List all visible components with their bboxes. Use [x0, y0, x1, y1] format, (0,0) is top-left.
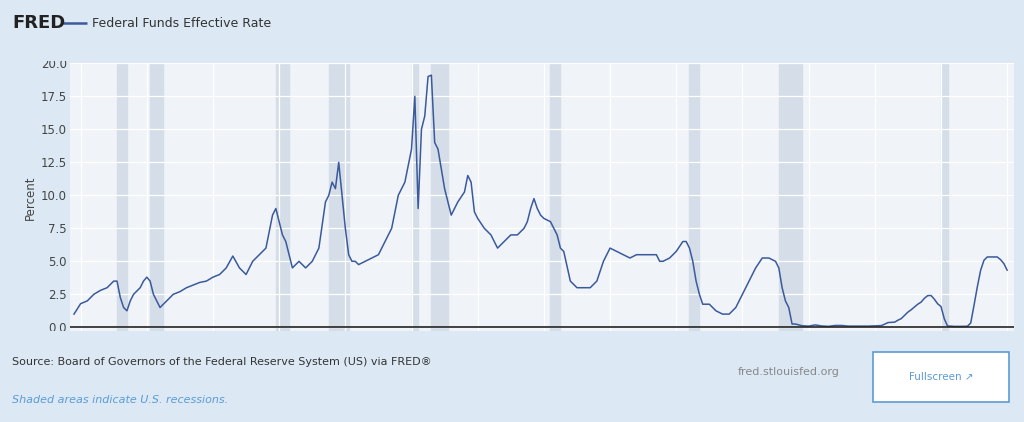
- Bar: [151, 63, 164, 331]
- Text: FRED: FRED: [12, 14, 66, 32]
- Bar: [275, 63, 289, 331]
- Bar: [329, 63, 348, 331]
- Bar: [431, 63, 447, 331]
- FancyBboxPatch shape: [873, 352, 1009, 402]
- Bar: [551, 63, 560, 331]
- Y-axis label: Percent: Percent: [24, 175, 37, 219]
- Bar: [412, 63, 418, 331]
- Bar: [689, 63, 699, 331]
- Text: Fullscreen ↗: Fullscreen ↗: [908, 372, 974, 382]
- Bar: [779, 63, 802, 331]
- Text: fred.stlouisfed.org: fred.stlouisfed.org: [737, 367, 839, 377]
- Bar: [941, 63, 947, 331]
- Text: Shaded areas indicate U.S. recessions.: Shaded areas indicate U.S. recessions.: [12, 395, 228, 405]
- Text: Source: Board of Governors of the Federal Reserve System (US) via FRED®: Source: Board of Governors of the Federa…: [12, 357, 432, 367]
- Bar: [117, 63, 127, 331]
- Text: Federal Funds Effective Rate: Federal Funds Effective Rate: [92, 17, 271, 30]
